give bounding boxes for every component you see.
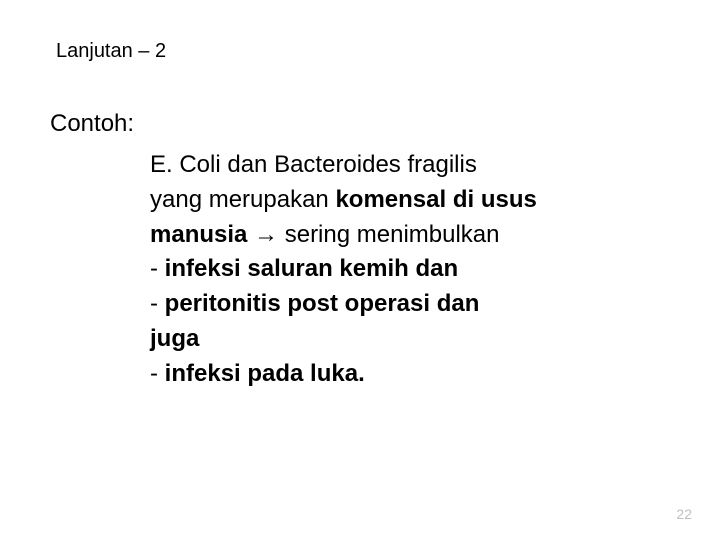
bullet-row-2: - peritonitis post operasi dan	[150, 287, 650, 322]
body-line-2a: yang merupakan	[150, 186, 335, 213]
body-line-3a-bold: manusia	[150, 221, 254, 248]
page-number: 22	[676, 506, 692, 522]
bullet-row-3: - infeksi pada luka.	[150, 357, 650, 392]
juga-line: juga	[150, 322, 650, 357]
example-label: Contoh:	[50, 110, 134, 138]
bullet-1-text: infeksi saluran kemih dan	[165, 255, 458, 282]
body-line-3: manusia → sering menimbulkan	[150, 218, 650, 253]
body-line-2: yang merupakan komensal di usus	[150, 183, 650, 218]
bullet-2-text: peritonitis post operasi dan	[165, 290, 480, 317]
bullet-dash: -	[150, 290, 158, 317]
slide: Lanjutan – 2 Contoh: E. Coli dan Bactero…	[0, 0, 720, 540]
bullet-dash: -	[150, 360, 158, 387]
body-line-3b: sering menimbulkan	[278, 221, 499, 248]
body-line-1: E. Coli dan Bacteroides fragilis	[150, 148, 650, 183]
bullet-3-text: infeksi pada luka.	[165, 360, 365, 387]
arrow-icon: →	[254, 221, 278, 248]
slide-body: E. Coli dan Bacteroides fragilis yang me…	[150, 148, 650, 392]
body-line-2b-bold: komensal di usus	[335, 186, 536, 213]
slide-title: Lanjutan – 2	[56, 40, 166, 63]
bullet-row-1: - infeksi saluran kemih dan	[150, 252, 650, 287]
bullet-dash: -	[150, 255, 158, 282]
